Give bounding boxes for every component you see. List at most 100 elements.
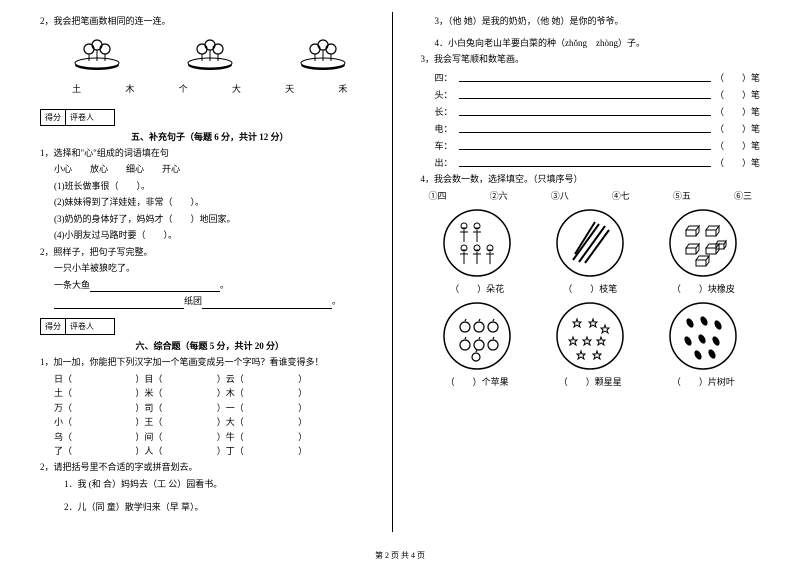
pencils-icon [555,208,625,278]
stroke-char: 四： [435,71,455,84]
circle-stars: （ ）颗星星 [555,301,625,388]
svg-text:三画: 三画 [91,61,103,68]
q5-2-b: 纸团。 [40,295,380,309]
stroke-blank[interactable] [459,106,711,116]
circle-label: （ ）枝笔 [555,282,625,295]
grid-cell: ） [298,444,379,458]
stroke-paren: （ ）笔 [715,156,760,169]
q5-2-a-text: 一条大鱼 [54,280,90,290]
circle-label: （ ）颗星星 [555,375,625,388]
r-q4-title: 4，我会数一数，选择填空。（只填序号） [421,173,761,187]
char-item: 禾 [338,82,347,95]
stroke-row: 四： （ ）笔 [435,71,761,84]
flower-icon: 四画 [180,37,240,72]
options-row: ①四 ②六 ③八 ④七 ⑤五 ⑥三 [421,189,761,202]
option: ④七 [612,189,630,202]
stroke-blank[interactable] [459,157,711,167]
stroke-blank[interactable] [459,89,711,99]
grader-label: 评卷人 [66,110,114,125]
char-item: 个 [179,82,188,95]
grid-cell: ）米（ [135,386,216,400]
stroke-row: 头： （ ）笔 [435,88,761,101]
stroke-row: 出： （ ）笔 [435,156,761,169]
q5-2-a: 一条大鱼。 [40,279,380,293]
circle-pencils: （ ）枝笔 [555,208,625,295]
grid-cell: ）丁（ [217,444,298,458]
grid-cell: ）大（ [217,415,298,429]
q5-1-opts: 小心 放心 细心 开心 [40,163,380,177]
q5-2: 2，照样子，把句子写完整。 [40,246,380,260]
char-item: 天 [285,82,294,95]
q5-2-ex: 一只小羊被狼吃了。 [40,262,380,276]
grid-cell: ）牛（ [217,430,298,444]
stroke-box-4: 四画 [180,37,240,74]
flower-icon: 五画 [293,37,353,72]
blank[interactable] [202,299,332,309]
circles-row-2: （ ）个苹果 （ ）颗星星 [421,301,761,388]
q6-2-item: 1．我 (和 合）妈妈去（工 公）园看书。 [40,478,380,492]
circle-label: （ ）片树叶 [668,375,738,388]
grid-cell: 乌（ [54,430,135,444]
grid-cell: 日（ [54,372,135,386]
q2-title: 2，我会把笔画数相同的连一连。 [40,15,380,29]
stroke-paren: （ ）笔 [715,122,760,135]
page-footer: 第 2 页 共 4 页 [0,550,800,561]
stroke-images-row: 三画 四画 [40,37,380,74]
r-q3-title: 3，我会写笔顺和数笔画。 [421,53,761,67]
stroke-char: 出： [435,156,455,169]
svg-text:四画: 四画 [204,61,216,68]
q5-1-item: (3)奶奶的身体好了，妈妈才（ ）地回家。 [40,213,380,227]
q5-1-item: (2)妹妹得到了洋娃娃，非常（ ）。 [40,196,380,210]
circle-apples: （ ）个苹果 [442,301,512,388]
stroke-box-3: 三画 [67,37,127,74]
option: ②六 [490,189,508,202]
erasers-icon [668,208,738,278]
grid-cell: ）人（ [135,444,216,458]
circle-erasers: （ ）块橡皮 [668,208,738,295]
stroke-blank[interactable] [459,140,711,150]
svg-text:五画: 五画 [317,61,329,68]
stroke-blank[interactable] [459,72,711,82]
q6-1: 1，加一加，你能把下列汉字加一个笔画变成另一个字吗？看谁变得多！ [40,356,380,370]
circle-flowers: （ ）朵花 [442,208,512,295]
stroke-paren: （ ）笔 [715,71,760,84]
q6-2-item: 2．儿（同 童）散学归来（早 草）。 [40,501,380,515]
grid-cell: ） [298,430,379,444]
option: ①四 [429,189,447,202]
apples-icon [442,301,512,371]
left-column: 2，我会把笔画数相同的连一连。 三画 [40,12,393,532]
blank[interactable] [54,299,184,309]
char-row: 土 木 个 大 天 禾 [40,82,380,95]
flower-icon: 三画 [67,37,127,72]
stroke-char: 长： [435,105,455,118]
grid-cell: ） [298,372,379,386]
stroke-char: 电： [435,122,455,135]
char-item: 土 [72,82,81,95]
stars-icon [555,301,625,371]
q5-2-b-text: 纸团 [184,296,202,306]
right-column: 3，（他 她）是我的奶奶，（他 她）是你的爷爷。 4．小白兔向老山羊要白菜的种（… [413,12,761,532]
char-item: 木 [125,82,134,95]
stroke-list: 四：（ ）笔 头：（ ）笔 长：（ ）笔 电：（ ）笔 车：（ ）笔 出：（ ）… [421,71,761,169]
stroke-paren: （ ）笔 [715,88,760,101]
grid-cell: 土（ [54,386,135,400]
q6-grid: 日（）目（）云（） 土（）米（）木（） 万（）司（）一（） 小（）王（）大（） … [40,372,380,458]
grid-cell: ）云（ [217,372,298,386]
grid-cell: ）司（ [135,401,216,415]
grid-cell: 小（ [54,415,135,429]
blank[interactable] [90,282,220,292]
stroke-char: 头： [435,88,455,101]
stroke-blank[interactable] [459,123,711,133]
circle-label: （ ）个苹果 [442,375,512,388]
option: ⑤五 [673,189,691,202]
score-box: 得分 评卷人 [40,318,115,335]
flowers-icon [442,208,512,278]
grid-cell: ） [298,415,379,429]
stroke-row: 车：（ ）笔 [435,139,761,152]
stroke-char: 车： [435,139,455,152]
grid-cell: ） [298,401,379,415]
leaves-icon [668,301,738,371]
circles-row-1: （ ）朵花 （ ）枝笔 [421,208,761,295]
grid-cell: ） [298,386,379,400]
q5-1: 1，选择和"心"组成的词语填在句 [40,147,380,161]
